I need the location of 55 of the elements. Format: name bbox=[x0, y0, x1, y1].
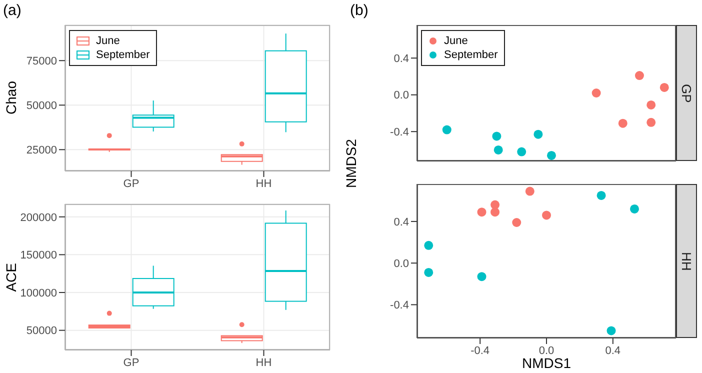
x-tick-label: HH bbox=[256, 356, 272, 369]
x-tick-label: GP bbox=[123, 356, 140, 369]
point bbox=[542, 210, 551, 220]
y-tick-label: 25000 bbox=[26, 144, 57, 157]
y-axis-title: ACE bbox=[3, 262, 19, 292]
point bbox=[442, 125, 452, 134]
y-tick-label: 50000 bbox=[26, 325, 57, 338]
x-tick-label: 0.4 bbox=[605, 344, 621, 357]
point bbox=[525, 186, 534, 196]
point bbox=[477, 272, 486, 282]
point bbox=[596, 190, 606, 200]
x-tick-label: 0.0 bbox=[538, 344, 554, 357]
point bbox=[606, 326, 616, 336]
y-tick-label: 0.0 bbox=[394, 90, 409, 102]
chart-title: (b) bbox=[350, 2, 368, 19]
x-tick-label: GP bbox=[123, 178, 140, 190]
x-tick-label: -0.4 bbox=[470, 344, 490, 357]
point bbox=[618, 118, 628, 128]
point bbox=[546, 150, 556, 160]
y-tick-label: 0.4 bbox=[394, 216, 409, 228]
y-axis-title: NMDS2 bbox=[343, 139, 359, 188]
y-tick-label: 150000 bbox=[20, 250, 57, 262]
y-tick-label: 0.0 bbox=[394, 258, 409, 270]
facet-strip: GP bbox=[676, 25, 697, 161]
point bbox=[494, 145, 503, 154]
point bbox=[646, 100, 656, 110]
point bbox=[490, 208, 500, 217]
legend-label: June bbox=[96, 34, 120, 48]
point bbox=[660, 82, 669, 92]
y-tick-label: 50000 bbox=[26, 100, 57, 112]
y-tick-label: -0.4 bbox=[390, 300, 409, 312]
point bbox=[592, 88, 601, 98]
y-tick-label: -0.4 bbox=[390, 126, 409, 138]
facet-strip: HH bbox=[676, 184, 697, 338]
legend-label: September bbox=[444, 48, 498, 62]
chart-title: (a) bbox=[3, 2, 22, 19]
point bbox=[534, 130, 543, 139]
point bbox=[477, 208, 486, 217]
legend-label: September bbox=[96, 48, 150, 62]
point bbox=[634, 71, 644, 80]
point bbox=[492, 132, 502, 141]
legend-label: June bbox=[444, 34, 468, 48]
x-axis-title: NMDS1 bbox=[520, 355, 572, 371]
y-tick-label: 200000 bbox=[20, 212, 57, 224]
y-axis-title: Chao bbox=[3, 81, 19, 115]
point bbox=[517, 147, 526, 156]
point bbox=[630, 204, 639, 214]
y-tick-label: 100000 bbox=[20, 287, 57, 300]
point bbox=[646, 118, 656, 127]
x-tick-label: HH bbox=[256, 178, 272, 190]
point bbox=[512, 218, 522, 227]
point bbox=[424, 240, 434, 250]
y-tick-label: 75000 bbox=[26, 56, 57, 68]
point bbox=[424, 268, 434, 277]
y-tick-label: 0.4 bbox=[394, 52, 409, 65]
